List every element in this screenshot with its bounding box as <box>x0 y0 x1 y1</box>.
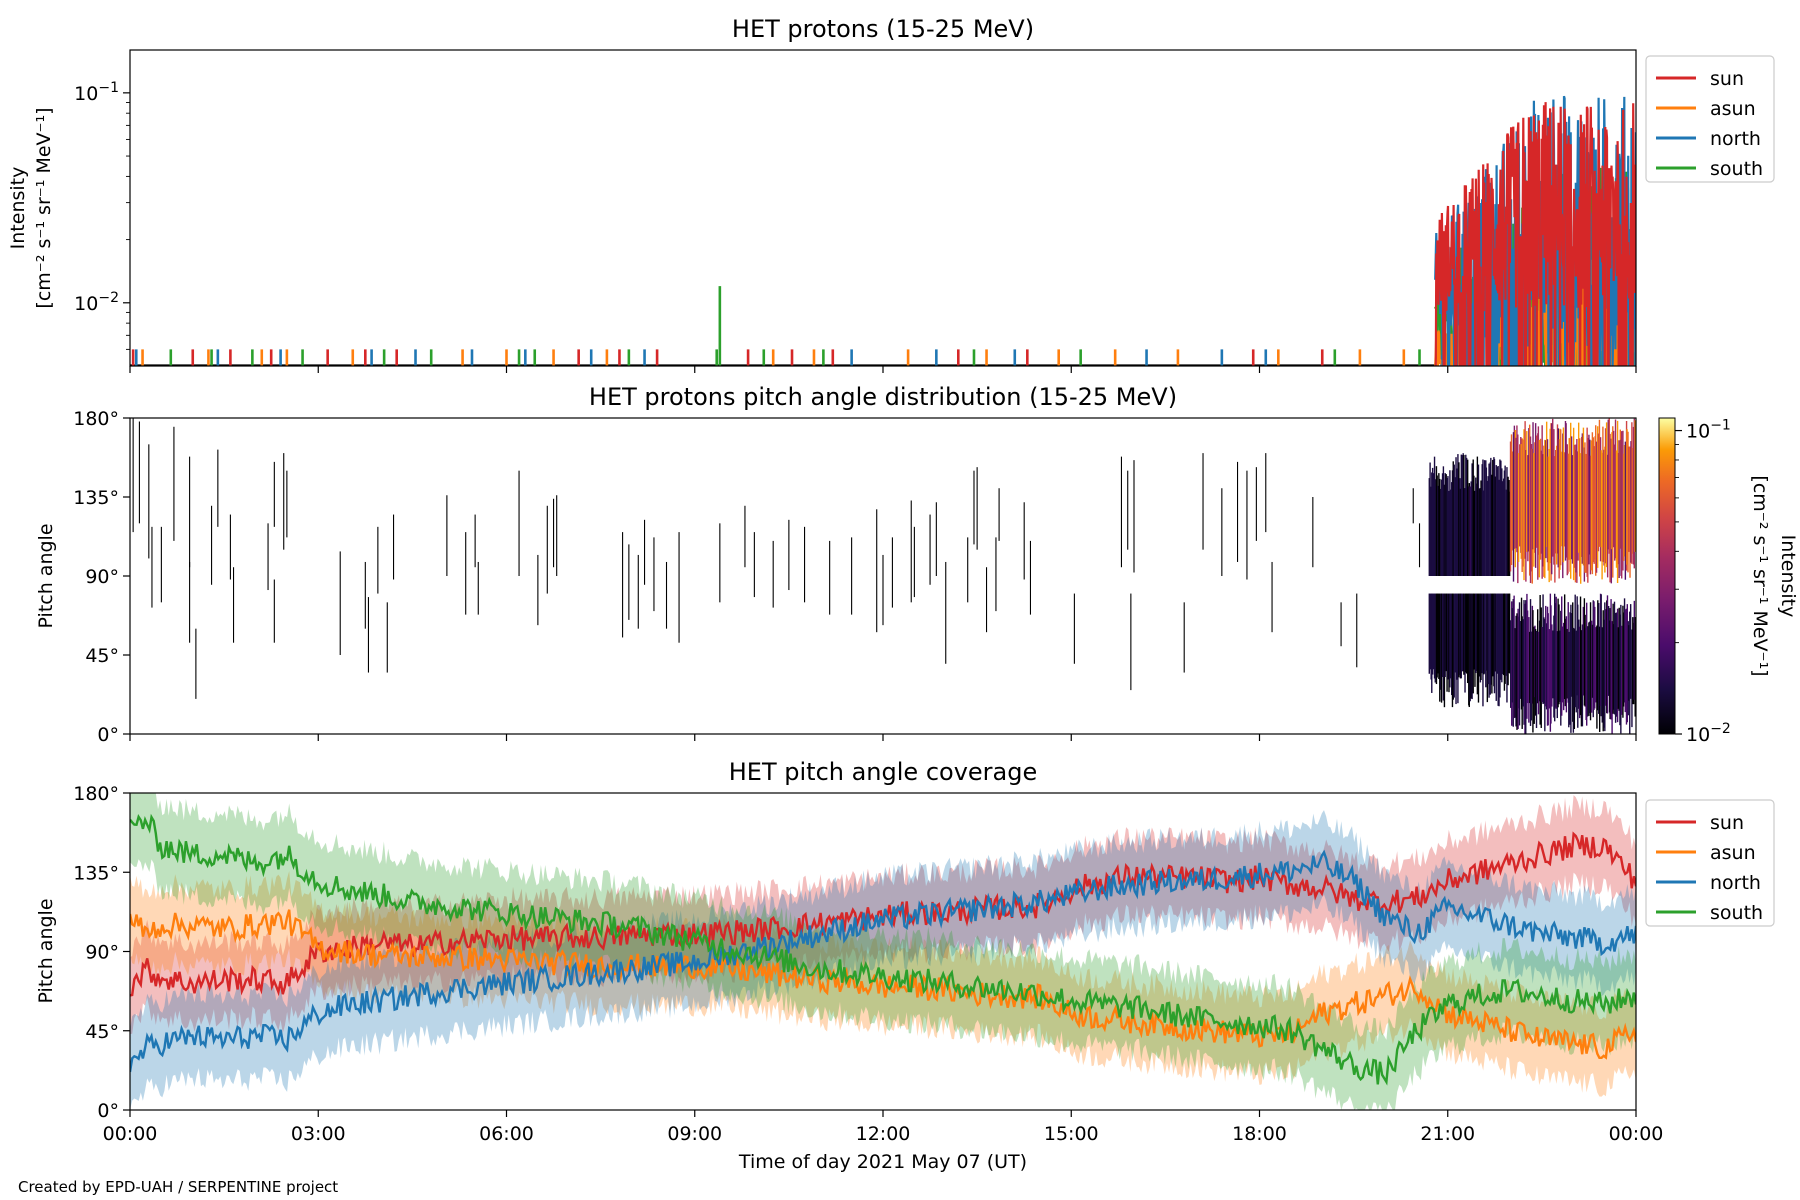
panel1-ylabel-line2: [cm⁻² s⁻¹ sr⁻¹ MeV⁻¹] <box>33 107 55 308</box>
x-tick-label: 21:00 <box>1420 1123 1475 1145</box>
y-tick-label: 90° <box>85 942 119 964</box>
panel1-frame <box>129 49 1637 367</box>
x-tick-label: 15:00 <box>1044 1123 1099 1145</box>
legend-label-sun: sun <box>1710 68 1744 90</box>
y-tick-label: 180° <box>73 408 119 430</box>
panel2-ylabel: Pitch angle <box>35 523 57 628</box>
credit-text: Created by EPD-UAH / SERPENTINE project <box>18 1178 338 1196</box>
panel3-ylabel: Pitch angle <box>35 898 57 1003</box>
legend-label-asun: asun <box>1710 98 1756 120</box>
panel2-x-ticks <box>129 734 1637 741</box>
y-tick-label: 0° <box>97 1100 119 1122</box>
panel1-y-ticks: 10−2 10−1 <box>74 80 130 350</box>
x-axis-label: Time of day 2021 May 07 (UT) <box>738 1151 1027 1173</box>
y-tick-label: 45° <box>85 1021 119 1043</box>
legend-label-sun: sun <box>1710 812 1744 834</box>
panel1-ylabel-line1: Intensity <box>7 167 29 250</box>
colorbar-ticks: 10−2 10−1 <box>1675 418 1731 746</box>
panel1-legend: sun asun north south <box>1645 55 1775 183</box>
panel1-x-ticks <box>129 366 1637 373</box>
intensity-plot-area <box>130 95 1636 366</box>
series-north <box>130 849 1636 1073</box>
x-tick-label: 00:00 <box>103 1123 158 1145</box>
panel3-legend: sun asun north south <box>1645 799 1775 927</box>
pad-plot-area <box>132 418 1636 734</box>
x-tick-label: 00:00 <box>1609 1123 1664 1145</box>
colorbar-tick-label: 10−1 <box>1686 418 1731 443</box>
legend-label-north: north <box>1710 872 1761 894</box>
band-south <box>130 793 1636 1110</box>
colorbar-label-line2: [cm⁻² s⁻¹ sr⁻¹ MeV⁻¹] <box>1749 475 1771 676</box>
pitch-angle-coverage-panel: HET pitch angle coverage 0° 45° 90° 135° 180… <box>35 758 1775 1145</box>
panel3-title: HET pitch angle coverage <box>729 758 1037 786</box>
x-tick-label: 12:00 <box>856 1123 911 1145</box>
legend-label-north: north <box>1710 128 1761 150</box>
y-tick-label: 45° <box>85 645 119 667</box>
x-tick-label: 06:00 <box>479 1123 534 1145</box>
x-tick-label: 18:00 <box>1232 1123 1287 1145</box>
series-sun <box>130 831 1636 997</box>
panel2-y-ticks: 0° 45° 90° 135° 180° <box>73 408 130 746</box>
x-tick-label: 03:00 <box>291 1123 346 1145</box>
y-tick-label: 90° <box>85 566 119 588</box>
legend-box <box>1645 799 1775 927</box>
colorbar <box>1658 417 1676 735</box>
y-tick-label: 10−1 <box>74 80 119 105</box>
colorbar-label-line1: Intensity <box>1777 535 1799 618</box>
y-tick-label: 10−2 <box>74 290 119 315</box>
band-sun <box>130 795 1636 1035</box>
y-tick-label: 135° <box>73 862 119 884</box>
y-tick-label: 180° <box>73 783 119 805</box>
series-south <box>130 813 1636 1086</box>
x-tick-label: 09:00 <box>667 1123 722 1145</box>
panel3-x-ticks: 00:00 03:00 06:00 09:00 12:00 15:00 18:00 21:00… <box>103 1110 1664 1145</box>
colorbar-tick-label: 10−2 <box>1686 721 1731 746</box>
intensity-panel: HET protons (15-25 MeV) 10−2 10−1 Intensi… <box>7 15 1775 373</box>
coverage-plot-area <box>130 793 1636 1110</box>
y-tick-label: 0° <box>97 724 119 746</box>
panel2-title: HET protons pitch angle distribution (15… <box>589 383 1177 411</box>
pitch-angle-distribution-panel: HET protons pitch angle distribution (15… <box>35 383 1799 746</box>
series-asun <box>130 909 1636 1060</box>
panel1-title: HET protons (15-25 MeV) <box>732 15 1034 43</box>
legend-label-south: south <box>1710 158 1763 180</box>
legend-box <box>1645 55 1775 183</box>
series-sun <box>1434 102 1636 366</box>
legend-label-asun: asun <box>1710 842 1756 864</box>
y-tick-label: 135° <box>73 487 119 509</box>
legend-label-south: south <box>1710 902 1763 924</box>
panel3-y-ticks: 0° 45° 90° 135° 180° <box>73 783 130 1122</box>
band-north <box>130 810 1636 1110</box>
